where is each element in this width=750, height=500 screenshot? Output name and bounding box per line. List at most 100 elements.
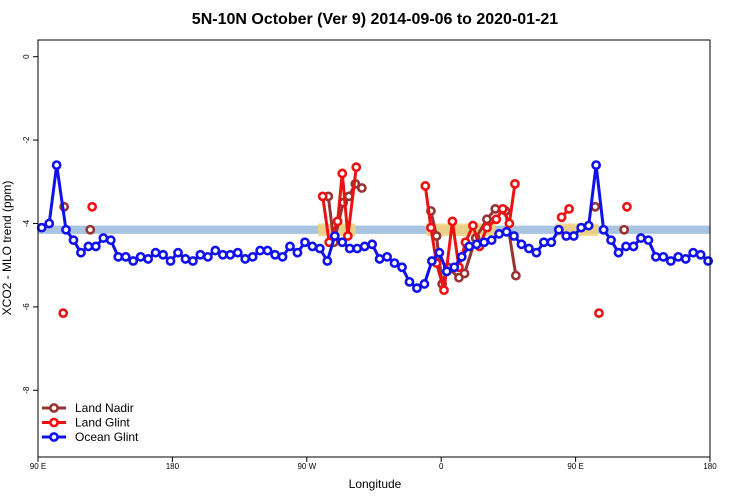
data-point xyxy=(195,249,206,260)
data-point xyxy=(619,224,630,235)
legend-marker xyxy=(49,403,59,413)
data-point xyxy=(419,279,430,289)
data-point xyxy=(359,241,370,252)
data-point xyxy=(420,181,431,191)
data-point xyxy=(412,283,422,294)
legend-item: Land Nadir xyxy=(42,401,134,415)
data-point xyxy=(658,251,669,262)
data-point xyxy=(447,216,458,227)
data-point xyxy=(583,220,594,231)
data-point xyxy=(490,203,501,214)
data-point xyxy=(61,224,71,235)
data-point xyxy=(404,276,415,287)
data-point xyxy=(85,224,96,235)
data-point xyxy=(439,285,449,296)
data-point xyxy=(374,254,385,264)
data-point xyxy=(531,247,542,258)
data-point xyxy=(247,251,258,262)
data-point xyxy=(277,251,288,262)
data-point xyxy=(491,214,502,225)
data-point xyxy=(87,201,98,212)
data-point xyxy=(105,235,116,246)
data-point xyxy=(262,245,273,256)
y-axis-title: XCO2 - MLO trend (ppm) xyxy=(0,181,14,316)
data-point xyxy=(90,241,101,252)
data-point xyxy=(356,183,367,193)
data-point xyxy=(606,235,616,246)
data-point xyxy=(426,222,436,233)
data-point xyxy=(688,247,699,258)
data-point xyxy=(459,268,470,279)
data-point xyxy=(352,243,363,254)
data-point xyxy=(285,241,295,252)
x-axis-title: Longitude xyxy=(349,477,402,491)
x-tick-label: 0 xyxy=(439,462,444,471)
data-point xyxy=(621,241,631,252)
data-point xyxy=(546,237,557,248)
data-point xyxy=(202,251,213,262)
data-point xyxy=(389,258,400,268)
data-point xyxy=(292,247,303,258)
data-point xyxy=(329,231,340,241)
data-point xyxy=(173,247,183,258)
data-point xyxy=(232,247,243,258)
x-axis: 90 E 180 90 W 0 90 E 180 xyxy=(30,457,717,471)
x-tick-label: 90 E xyxy=(30,462,46,471)
data-point xyxy=(44,218,55,229)
data-point xyxy=(342,231,353,241)
data-point xyxy=(225,249,236,260)
data-point xyxy=(165,256,176,266)
data-point xyxy=(509,231,519,241)
legend-label: Ocean Glint xyxy=(75,430,139,444)
data-point xyxy=(344,243,355,254)
plot-area xyxy=(36,39,714,458)
data-point xyxy=(479,237,490,248)
data-point xyxy=(332,216,343,227)
data-point xyxy=(538,237,549,248)
legend-label: Land Glint xyxy=(75,416,130,430)
data-point xyxy=(561,231,572,241)
data-point xyxy=(135,251,146,262)
data-point xyxy=(613,247,624,258)
y-axis: 0 -2 -4 -6 -8 xyxy=(22,54,38,394)
data-point xyxy=(501,226,512,237)
data-point xyxy=(628,241,639,252)
data-point xyxy=(680,254,691,264)
data-point xyxy=(576,222,587,233)
data-point xyxy=(468,220,478,231)
data-point xyxy=(58,308,69,319)
x-tick-label: 90 E xyxy=(567,462,583,471)
data-point xyxy=(553,224,564,235)
data-point xyxy=(598,224,609,235)
legend-marker xyxy=(49,432,59,442)
data-point xyxy=(636,233,646,243)
x-tick-label: 180 xyxy=(703,462,717,471)
data-point xyxy=(486,235,497,246)
plot-frame xyxy=(37,39,711,458)
data-point xyxy=(441,266,452,277)
data-point xyxy=(322,256,333,266)
data-point xyxy=(180,254,191,264)
data-point xyxy=(434,247,445,258)
data-point xyxy=(650,251,661,262)
data-point xyxy=(150,247,161,258)
data-point xyxy=(703,256,714,266)
x-tick-label: 180 xyxy=(166,462,180,471)
data-point xyxy=(351,162,362,173)
series-layer xyxy=(36,160,714,319)
data-point xyxy=(397,262,407,273)
data-point xyxy=(510,178,520,189)
data-point xyxy=(516,239,527,250)
data-point xyxy=(158,249,168,260)
data-point xyxy=(382,251,392,262)
data-point xyxy=(143,254,154,264)
chart-title: 5N-10N October (Ver 9) 2014-09-06 to 202… xyxy=(192,11,559,28)
data-point xyxy=(643,235,654,246)
reference-band xyxy=(38,225,710,234)
data-point xyxy=(665,256,676,266)
data-point xyxy=(270,249,280,260)
y-tick-label: -2 xyxy=(22,136,31,144)
data-point xyxy=(317,191,328,202)
